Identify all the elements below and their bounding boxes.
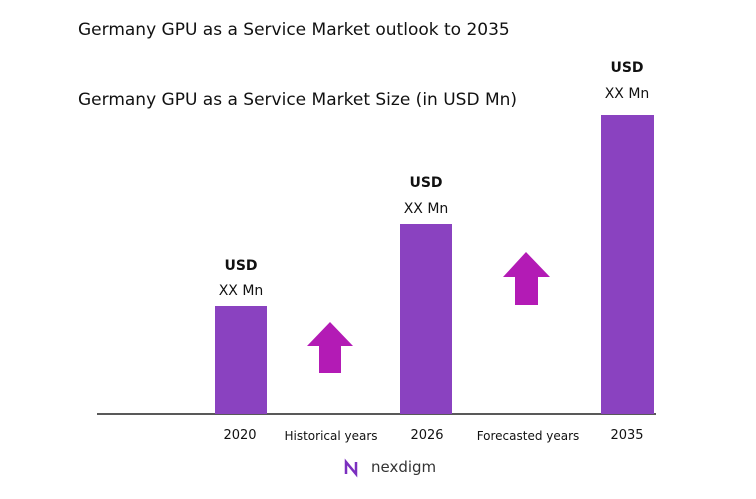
logo-icon <box>344 458 358 478</box>
up-arrow <box>307 322 353 373</box>
bar <box>215 306 267 414</box>
unit-label: USD <box>224 258 258 274</box>
amount-label: XX Mn <box>604 86 650 102</box>
amount-label: XX Mn <box>403 201 449 217</box>
unit-label: USD <box>409 175 443 191</box>
year-label: 2035 <box>610 428 644 443</box>
period-label: Forecasted years <box>476 429 580 443</box>
bar <box>601 115 654 414</box>
year-label: 2020 <box>223 428 257 443</box>
title: Germany GPU as a Service Market outlook … <box>78 20 510 40</box>
year-label: 2026 <box>410 428 444 443</box>
logo: nexdigm <box>371 458 437 476</box>
period-label: Historical years <box>284 429 378 443</box>
up-arrow <box>503 252 550 305</box>
bar <box>400 224 452 414</box>
unit-label: USD <box>610 60 644 76</box>
amount-label: XX Mn <box>218 283 264 299</box>
subtitle: Germany GPU as a Service Market Size (in… <box>78 90 518 110</box>
